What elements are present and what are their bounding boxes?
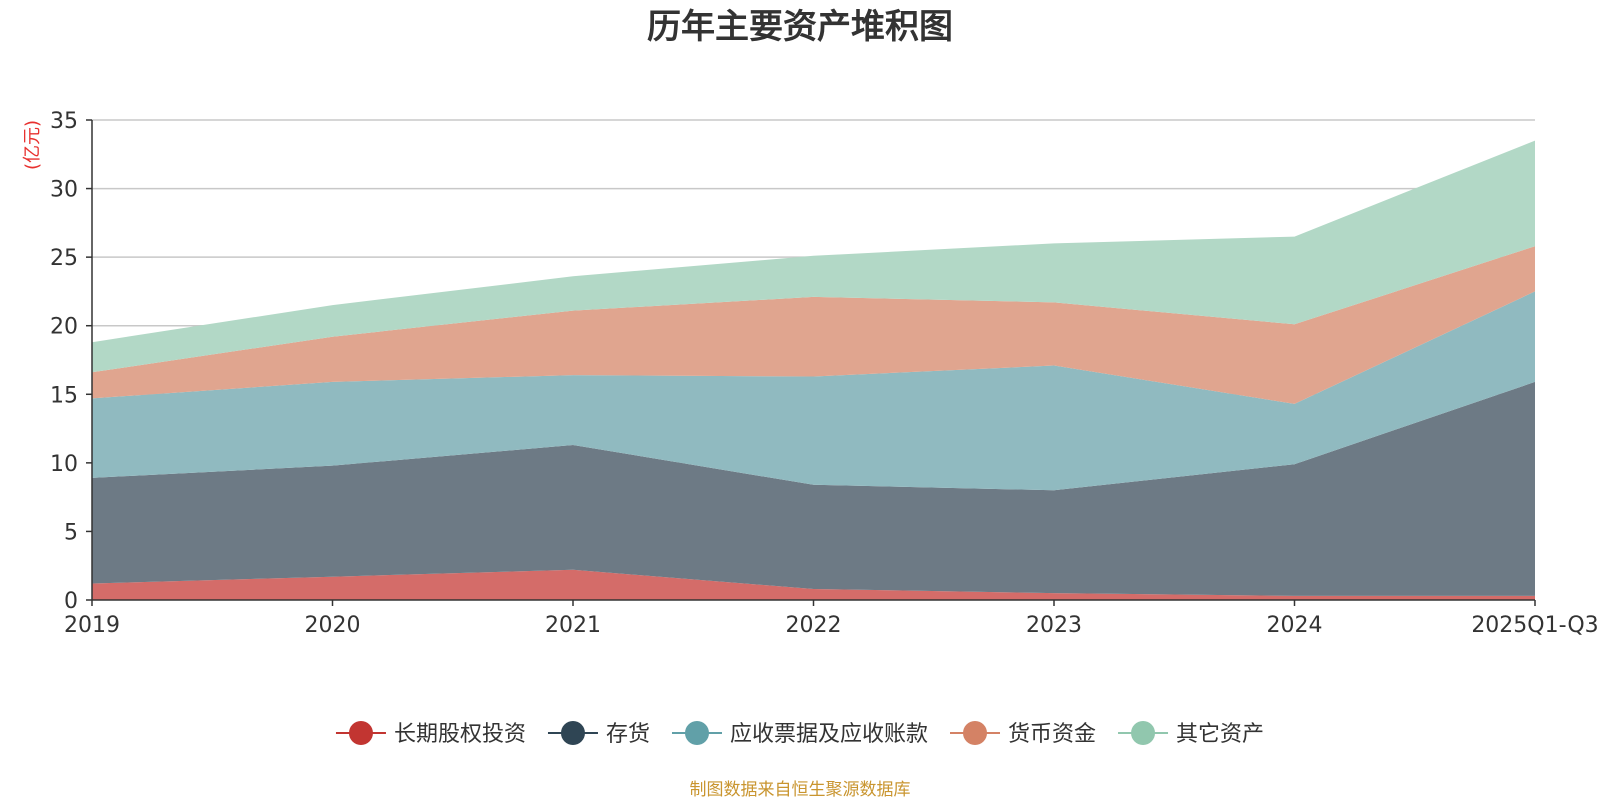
- y-tick-label-30: 30: [50, 178, 78, 203]
- legend-item-3: 货币资金: [950, 721, 1096, 747]
- legend-item-2: 应收票据及应收账款: [671, 721, 928, 747]
- area-series-3: [92, 246, 1535, 404]
- y-tick-label-10: 10: [50, 452, 78, 477]
- legend-item-1: 存货: [547, 721, 650, 747]
- legend-label-3: 货币资金: [1008, 722, 1096, 747]
- area-series-2: [92, 291, 1535, 491]
- legend-marker-0: [348, 721, 373, 745]
- legend-label-1: 存货: [606, 722, 650, 747]
- legend-marker-4: [1131, 721, 1156, 745]
- area-series-1: [92, 381, 1535, 596]
- y-tick-label-25: 25: [50, 246, 78, 271]
- y-tick-label-0: 0: [64, 589, 78, 614]
- source-note: 制图数据来自恒生聚源数据库: [690, 780, 911, 800]
- legend-marker-2: [684, 721, 709, 745]
- area-series-0: [92, 569, 1535, 600]
- x-tick-label-1: 2020: [305, 613, 361, 638]
- legend-marker-1: [560, 721, 585, 745]
- y-tick-label-35: 35: [50, 109, 78, 134]
- legend-label-4: 其它资产: [1176, 722, 1264, 747]
- y-axis-label: (亿元): [22, 120, 43, 170]
- legend-item-4: 其它资产: [1118, 721, 1264, 747]
- chart-title: 历年主要资产堆积图: [647, 7, 953, 47]
- area-series-group: [92, 140, 1535, 600]
- x-tick-label-3: 2022: [786, 613, 842, 638]
- legend-label-2: 应收票据及应收账款: [730, 722, 928, 747]
- x-tick-label-6: 2025Q1-Q3: [1471, 613, 1598, 638]
- x-tick-label-4: 2023: [1026, 613, 1082, 638]
- x-tick-label-5: 2024: [1267, 613, 1323, 638]
- legend-marker-3: [963, 721, 988, 745]
- legend-label-0: 长期股权投资: [394, 722, 526, 747]
- legend-item-0: 长期股权投资: [335, 721, 526, 747]
- x-tick-label-2: 2021: [545, 613, 601, 638]
- legend: 长期股权投资 存货 应收票据及应收账款 货币资金 其它资产: [335, 721, 1264, 747]
- y-tick-label-15: 15: [50, 383, 78, 408]
- y-tick-label-5: 5: [64, 520, 78, 545]
- axes: 0 5 10 15 20 25 30 35 2019 2020 2021 2022 2023 2024 20…: [50, 109, 1599, 638]
- area-series-4: [92, 140, 1535, 373]
- x-tick-label-0: 2019: [64, 613, 120, 638]
- y-tick-label-20: 20: [50, 315, 78, 340]
